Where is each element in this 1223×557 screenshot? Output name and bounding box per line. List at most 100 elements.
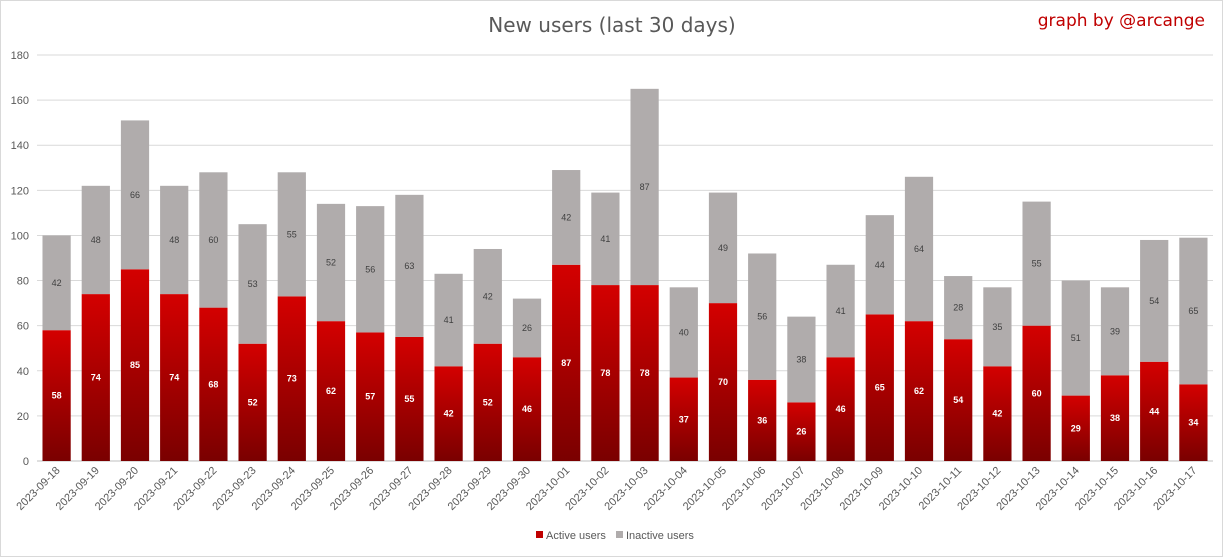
data-label-active: 46 — [836, 404, 846, 414]
bar-inactive — [356, 206, 385, 333]
data-label-active: 42 — [444, 409, 454, 419]
bar-inactive — [277, 172, 306, 297]
legend-swatch-inactive — [616, 531, 623, 538]
bar-inactive — [512, 298, 542, 358]
bar-active — [81, 294, 110, 461]
data-label-active: 42 — [992, 409, 1002, 419]
data-label-active: 73 — [287, 374, 297, 384]
bar-inactive — [81, 185, 110, 295]
bar-active — [630, 285, 659, 461]
bar-active — [473, 343, 502, 461]
bar-active — [708, 303, 738, 461]
data-label-active: 52 — [248, 397, 258, 407]
data-label-active: 36 — [757, 415, 767, 425]
data-label-inactive: 65 — [1188, 306, 1198, 316]
bar-active — [1061, 395, 1090, 461]
data-label-inactive: 56 — [757, 312, 767, 322]
bar-active — [395, 336, 424, 461]
bar-active — [1179, 384, 1208, 461]
bar-active — [591, 285, 620, 461]
data-label-inactive: 48 — [169, 235, 179, 245]
data-label-inactive: 28 — [953, 303, 963, 313]
y-axis: 0 20 40 60 80 100 120 140 160 180 — [11, 50, 29, 468]
bar-active — [356, 332, 385, 461]
data-label-active: 29 — [1071, 423, 1081, 433]
data-label-inactive: 41 — [836, 306, 846, 316]
data-label-active: 78 — [640, 368, 650, 378]
data-label-active: 54 — [953, 395, 963, 405]
bar-active — [552, 264, 581, 461]
bar-inactive — [983, 287, 1012, 367]
data-label-active: 46 — [522, 404, 532, 414]
data-label-inactive: 87 — [640, 182, 650, 192]
data-label-inactive: 55 — [1032, 259, 1042, 269]
data-label-active: 57 — [365, 392, 375, 402]
bar-inactive — [473, 248, 502, 344]
bar-active — [1100, 375, 1130, 461]
data-label-active: 44 — [1149, 406, 1159, 416]
bar-inactive — [669, 287, 698, 378]
data-label-active: 62 — [914, 386, 924, 396]
data-label-active: 26 — [796, 427, 806, 437]
y-tick-label: 180 — [11, 50, 29, 62]
bar-inactive — [1022, 201, 1051, 326]
bar-active — [983, 366, 1012, 461]
data-label-active: 74 — [91, 373, 101, 383]
bar-active — [865, 314, 894, 461]
bar-active — [1140, 361, 1169, 461]
data-label-inactive: 64 — [914, 244, 924, 254]
bar-inactive — [120, 120, 150, 270]
data-label-inactive: 49 — [718, 243, 728, 253]
bars: 58 42 74 48 85 66 74 48 68 60 52 53 73 55 62 52 57 56 55 63… — [42, 88, 1208, 461]
data-label-inactive: 42 — [52, 278, 62, 288]
data-label-inactive: 44 — [875, 260, 885, 270]
bar-active — [42, 330, 71, 461]
data-label-inactive: 48 — [91, 235, 101, 245]
legend: Active users Inactive users — [536, 530, 694, 542]
data-label-active: 74 — [169, 373, 179, 383]
bar-inactive — [787, 316, 816, 403]
data-label-active: 68 — [208, 379, 218, 389]
chart-title: New users (last 30 days) — [488, 13, 735, 37]
data-label-active: 62 — [326, 386, 336, 396]
bar-inactive — [708, 192, 738, 304]
bar-inactive — [42, 235, 71, 331]
bar-active — [512, 357, 542, 461]
bar-active — [787, 402, 816, 461]
legend-label-inactive: Inactive users — [626, 530, 694, 542]
data-label-inactive: 41 — [444, 315, 454, 325]
bar-inactive — [316, 203, 346, 322]
data-label-active: 78 — [600, 368, 610, 378]
y-tick-label: 160 — [11, 95, 29, 107]
data-label-active: 60 — [1032, 388, 1042, 398]
bar-inactive — [238, 224, 267, 344]
chart-credit: graph by @arcange — [1038, 11, 1205, 31]
data-label-active: 65 — [875, 383, 885, 393]
bar-inactive — [826, 264, 855, 358]
data-label-inactive: 38 — [796, 355, 806, 365]
data-label-inactive: 42 — [483, 291, 493, 301]
bar-active — [434, 366, 463, 461]
legend-label-active: Active users — [546, 530, 606, 542]
data-label-active: 37 — [679, 414, 689, 424]
data-label-inactive: 54 — [1149, 296, 1159, 306]
y-tick-label: 0 — [23, 456, 29, 468]
data-label-inactive: 42 — [561, 212, 571, 222]
bar-inactive — [904, 176, 934, 322]
bar-active — [238, 343, 267, 461]
bar-inactive — [552, 170, 581, 265]
bar-active — [120, 269, 150, 461]
data-label-active: 85 — [130, 360, 140, 370]
data-label-active: 34 — [1188, 418, 1198, 428]
y-tick-label: 60 — [17, 321, 29, 333]
data-label-inactive: 41 — [600, 234, 610, 244]
data-label-inactive: 53 — [248, 279, 258, 289]
bar-inactive — [199, 172, 228, 308]
bar-active — [316, 321, 346, 461]
data-label-inactive: 35 — [992, 322, 1002, 332]
data-label-active: 55 — [404, 394, 414, 404]
data-label-inactive: 56 — [365, 264, 375, 274]
y-tick-label: 140 — [11, 140, 29, 152]
